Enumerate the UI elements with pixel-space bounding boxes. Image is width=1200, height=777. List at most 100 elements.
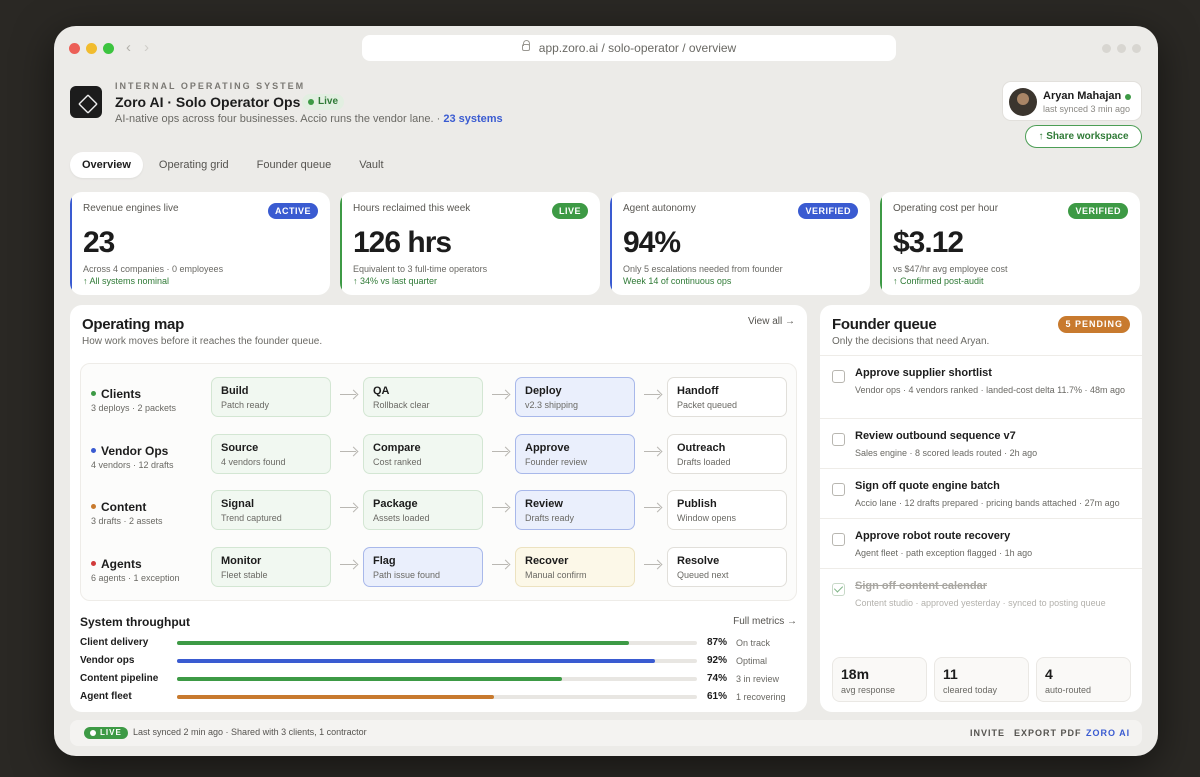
pipeline-node[interactable]: Deploy v2.3 shipping: [515, 377, 635, 417]
pipeline-node[interactable]: Package Assets loaded: [363, 490, 483, 530]
lane-name-text: Agents: [101, 556, 142, 571]
lane-summary: 3 drafts · 2 assets: [91, 516, 163, 526]
arrow-right-icon: [644, 447, 662, 457]
metric-card: Revenue engines live ACTIVE 23 Across 4 com…: [70, 192, 330, 295]
pipeline-node[interactable]: Approve Founder review: [515, 433, 635, 474]
card-accent-bar: [880, 192, 882, 295]
throughput-name: Agent fleet: [80, 691, 132, 702]
metric-status-badge: ACTIVE: [267, 203, 318, 219]
queue-item[interactable]: Sign off quote engine batch Accio lane · …: [820, 468, 1142, 518]
node-status: Window opens: [677, 513, 737, 523]
metric-status-badge: VERIFIED: [798, 203, 858, 219]
app-logo-icon: [70, 86, 102, 118]
share-workspace-button[interactable]: ↑ Share workspace: [1025, 125, 1142, 148]
maximize-window-button[interactable]: [103, 43, 114, 54]
export-pdf-button[interactable]: EXPORT PDF: [1014, 728, 1082, 738]
lock-icon: [521, 40, 530, 51]
throughput-percent: 61%: [707, 691, 728, 702]
arrow-right-icon: [492, 447, 510, 457]
lane-name: Vendor Ops: [91, 444, 168, 458]
node-title: Signal: [221, 498, 255, 510]
queue-item[interactable]: Approve supplier shortlist Vendor ops · 4…: [820, 355, 1142, 418]
pipeline-node[interactable]: Outreach Drafts loaded: [667, 433, 787, 474]
metric-delta: ↑ Confirmed post-audit: [893, 276, 984, 286]
queue-item[interactable]: Approve robot route recovery Agent fleet …: [820, 518, 1142, 568]
pipeline-node[interactable]: Publish Window opens: [667, 490, 787, 530]
queue-item[interactable]: Sign off content calendar Content studio …: [820, 568, 1142, 618]
metric-value: 94%: [623, 226, 681, 259]
arrow-right-icon: [340, 390, 358, 400]
arrow-right-icon: [492, 503, 510, 513]
user-card[interactable]: Aryan Mahajan last synced 3 min ago: [1002, 81, 1142, 121]
tab-operating-grid[interactable]: Operating grid: [158, 159, 229, 171]
close-window-button[interactable]: [69, 43, 80, 54]
full-metrics-link[interactable]: Full metrics →: [733, 616, 797, 627]
throughput-note: Optimal: [736, 656, 768, 666]
tab-founder-queue[interactable]: Founder queue: [256, 159, 332, 171]
metric-description: Across 4 companies · 0 employees: [83, 264, 224, 274]
window-control-dot: [1132, 44, 1141, 53]
pipeline-node[interactable]: Source 4 vendors found: [211, 433, 331, 474]
title-bar: ‹ › app.zoro.ai / solo-operator / overvi…: [54, 26, 1158, 72]
queue-checkbox[interactable]: [832, 583, 845, 596]
pipeline-node[interactable]: Review Drafts ready: [515, 490, 635, 530]
progress-track: [177, 641, 697, 645]
pipeline-node[interactable]: Handoff Packet queued: [667, 377, 787, 417]
lane-summary: 6 agents · 1 exception: [91, 572, 180, 583]
queue-stat-card: 4 auto-routed: [1036, 657, 1131, 702]
lane-name-text: Clients: [101, 387, 142, 401]
pipeline-node[interactable]: Monitor Fleet stable: [211, 546, 331, 587]
tab-overview[interactable]: Overview: [70, 152, 143, 178]
pipeline-node[interactable]: Flag Path issue found: [363, 546, 483, 587]
lane-status-dot: [91, 447, 96, 453]
node-status: Queued next: [677, 569, 729, 580]
tab-vault[interactable]: Vault: [359, 159, 384, 171]
queue-checkbox[interactable]: [832, 370, 845, 383]
back-arrow-icon[interactable]: ‹: [126, 39, 131, 56]
queue-stat-card: 18m avg response: [832, 657, 927, 702]
metric-value: $3.12: [893, 226, 964, 259]
metric-label: Operating cost per hour: [893, 203, 999, 214]
node-status: Drafts loaded: [677, 456, 731, 467]
metric-status-badge: VERIFIED: [1068, 203, 1128, 219]
pipeline-node[interactable]: Compare Cost ranked: [363, 433, 483, 474]
queue-checkbox[interactable]: [832, 433, 845, 446]
lane-row: Vendor Ops 4 vendors · 12 drafts Source 4 v…: [81, 431, 798, 487]
progress-fill: [177, 695, 495, 699]
progress-fill: [177, 677, 562, 681]
invite-button[interactable]: INVITE: [970, 728, 1006, 738]
stat-value: 11: [943, 666, 958, 682]
founder-queue-subtitle: Only the decisions that need Aryan.: [832, 336, 990, 347]
pipeline-node[interactable]: Resolve Queued next: [667, 546, 787, 587]
forward-arrow-icon[interactable]: ›: [144, 39, 149, 56]
queue-checkbox[interactable]: [832, 483, 845, 496]
founder-queue-panel: Founder queue Only the decisions that ne…: [820, 305, 1142, 712]
address-bar[interactable]: app.zoro.ai / solo-operator / overview: [362, 35, 896, 61]
subtitle-text: AI-native ops across four businesses. Ac…: [115, 113, 441, 125]
queue-item-detail: Content studio · approved yesterday · sy…: [855, 598, 1106, 608]
metric-card: Agent autonomy VERIFIED 94% Only 5 escalati…: [610, 192, 870, 295]
user-name: Aryan Mahajan: [1043, 90, 1122, 102]
queue-checkbox[interactable]: [832, 533, 845, 546]
view-all-link[interactable]: View all →: [747, 316, 795, 327]
throughput-name: Content pipeline: [80, 673, 159, 684]
node-title: Source: [221, 441, 259, 454]
throughput-note: On track: [736, 638, 771, 648]
node-title: Resolve: [677, 554, 720, 567]
minimize-window-button[interactable]: [86, 43, 97, 54]
node-title: Review: [525, 498, 563, 510]
lane-name: Agents: [91, 557, 142, 571]
systems-link[interactable]: 23 systems: [443, 113, 503, 125]
pipeline-node[interactable]: Signal Trend captured: [211, 490, 331, 530]
queue-item[interactable]: Review outbound sequence v7 Sales engine …: [820, 418, 1142, 468]
pipeline-node[interactable]: Build Patch ready: [211, 377, 331, 417]
lane-status-dot: [91, 504, 96, 509]
url-text: app.zoro.ai / solo-operator / overview: [538, 41, 737, 55]
pipeline-node[interactable]: QA Rollback clear: [363, 377, 483, 417]
progress-track: [177, 659, 697, 663]
zoro-ai-link[interactable]: ZORO AI: [1086, 728, 1131, 738]
queue-item-detail: Sales engine · 8 scored leads routed · 2…: [855, 448, 1038, 458]
user-sync-status: last synced 3 min ago: [1043, 104, 1131, 114]
metric-delta: Week 14 of continuous ops: [623, 276, 732, 286]
pipeline-node[interactable]: Recover Manual confirm: [515, 546, 635, 587]
